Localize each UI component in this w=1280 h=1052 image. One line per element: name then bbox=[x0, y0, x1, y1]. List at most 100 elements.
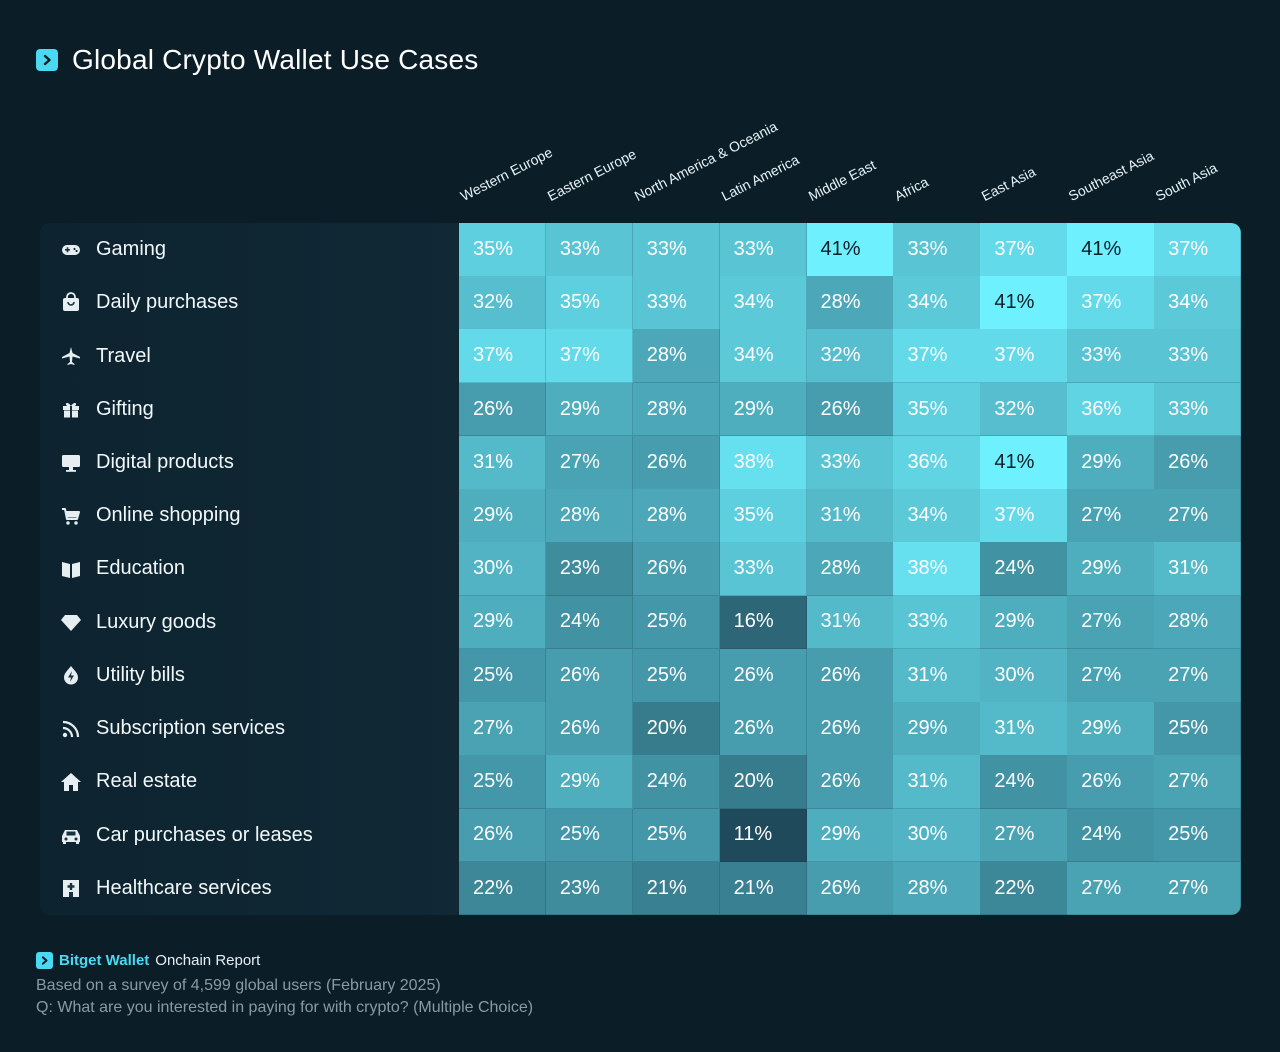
heatmap-cell: 25% bbox=[459, 648, 547, 703]
heatmap-cell: 38% bbox=[893, 542, 981, 597]
car-icon bbox=[60, 824, 82, 846]
heatmap-cell: 30% bbox=[980, 648, 1068, 703]
heatmap-cell: 25% bbox=[1154, 808, 1241, 863]
heatmap-cell: 28% bbox=[806, 276, 894, 330]
book-icon bbox=[60, 558, 82, 580]
heatmap-cell: 27% bbox=[545, 435, 634, 490]
airplane-icon bbox=[60, 345, 82, 367]
heatmap-cell: 26% bbox=[545, 648, 634, 703]
heatmap-cell: 26% bbox=[806, 861, 894, 915]
row-label-text: Car purchases or leases bbox=[96, 823, 313, 846]
heatmap-cell: 28% bbox=[632, 489, 721, 543]
heatmap-cell: 22% bbox=[980, 861, 1068, 915]
heatmap-cell: 30% bbox=[459, 542, 547, 597]
heatmap-cell: 16% bbox=[719, 595, 808, 650]
heatmap-cell: 26% bbox=[719, 702, 808, 756]
row-label: Travel bbox=[40, 329, 151, 382]
heatmap-cell: 20% bbox=[719, 755, 808, 810]
heatmap-cell: 33% bbox=[719, 223, 808, 277]
heatmap-cell: 33% bbox=[632, 276, 721, 330]
row-labels: Gaming Daily purchases Travel Gifting Digita… bbox=[40, 223, 459, 915]
rss-icon bbox=[60, 718, 82, 740]
heatmap-cell: 37% bbox=[980, 489, 1068, 543]
heatmap-cell: 31% bbox=[893, 648, 981, 703]
heatmap-cell: 33% bbox=[806, 435, 894, 490]
column-header: Africa bbox=[892, 173, 932, 204]
heatmap-grid: 35% 33% 33% 33% 41% 33% 37% 41% 37% 32% 35% 33% 34% 2… bbox=[459, 223, 1241, 915]
row-label: Education bbox=[40, 542, 185, 595]
heatmap-cell: 28% bbox=[545, 489, 634, 543]
heatmap-cell: 27% bbox=[459, 702, 547, 756]
row-label: Healthcare services bbox=[40, 862, 272, 915]
survey-question: Q: What are you interested in paying for… bbox=[36, 999, 534, 1016]
heatmap-cell: 21% bbox=[632, 861, 721, 915]
row-label-text: Real estate bbox=[96, 770, 198, 793]
heatmap-cell: 34% bbox=[1154, 276, 1241, 330]
row-label: Gifting bbox=[40, 383, 154, 436]
row-label-text: Healthcare services bbox=[96, 876, 272, 899]
heatmap-cell: 41% bbox=[980, 435, 1068, 490]
heatmap-cell: 31% bbox=[980, 702, 1068, 756]
house-icon bbox=[60, 771, 82, 793]
column-header: Southeast Asia bbox=[1065, 147, 1157, 204]
heatmap-cell: 29% bbox=[459, 595, 547, 650]
heatmap-cell: 25% bbox=[632, 808, 721, 863]
heatmap-cell: 28% bbox=[893, 861, 981, 915]
heatmap-cell: 28% bbox=[632, 382, 721, 437]
column-headers: Western Europe Eastern Europe North Americ… bbox=[458, 100, 1241, 220]
heatmap-cell: 37% bbox=[1154, 223, 1241, 277]
column-header: North America & Oceania bbox=[631, 118, 780, 204]
heatmap-cell: 31% bbox=[893, 755, 981, 810]
column-header: East Asia bbox=[979, 163, 1039, 204]
heatmap-cell: 29% bbox=[459, 489, 547, 543]
heatmap-cell: 33% bbox=[1154, 382, 1241, 437]
heatmap-cell: 27% bbox=[980, 808, 1068, 863]
gamepad-icon bbox=[60, 239, 82, 261]
heatmap-cell: 28% bbox=[1154, 595, 1241, 650]
heatmap-cell: 26% bbox=[545, 702, 634, 756]
heatmap-cell: 29% bbox=[806, 808, 894, 863]
column-header: South Asia bbox=[1152, 159, 1220, 204]
heatmap-cell: 35% bbox=[719, 489, 808, 543]
row-label-text: Gifting bbox=[96, 397, 154, 420]
monitor-icon bbox=[60, 452, 82, 474]
row-label: Utility bills bbox=[40, 649, 185, 702]
gift-icon bbox=[60, 398, 82, 420]
heatmap-cell: 11% bbox=[719, 808, 808, 863]
heatmap-cell: 26% bbox=[632, 542, 721, 597]
heatmap-cell: 26% bbox=[459, 382, 547, 437]
row-label: Daily purchases bbox=[40, 276, 238, 329]
heatmap-cell: 27% bbox=[1154, 489, 1241, 543]
heatmap-cell: 25% bbox=[632, 595, 721, 650]
heatmap-cell: 37% bbox=[459, 329, 547, 384]
heatmap-cell: 26% bbox=[719, 648, 808, 703]
heatmap-cell: 27% bbox=[1154, 861, 1241, 915]
heatmap-cell: 36% bbox=[893, 435, 981, 490]
heatmap-cell: 29% bbox=[893, 702, 981, 756]
heatmap-cell: 29% bbox=[980, 595, 1068, 650]
row-label-text: Digital products bbox=[96, 451, 234, 474]
heatmap-cell: 22% bbox=[459, 861, 547, 915]
heatmap-cell: 30% bbox=[893, 808, 981, 863]
heatmap-cell: 26% bbox=[806, 648, 894, 703]
heatmap-cell: 35% bbox=[459, 223, 547, 277]
heatmap-cell: 27% bbox=[1067, 648, 1155, 703]
heatmap-cell: 27% bbox=[1067, 595, 1155, 650]
heatmap-cell: 29% bbox=[1067, 542, 1155, 597]
heatmap-cell: 33% bbox=[632, 223, 721, 277]
row-label-text: Subscription services bbox=[96, 717, 285, 740]
row-label: Digital products bbox=[40, 436, 234, 489]
heatmap-cell: 24% bbox=[980, 542, 1068, 597]
heatmap-cell: 26% bbox=[806, 702, 894, 756]
brand-report: Onchain Report bbox=[155, 952, 261, 969]
brand-name: Bitget Wallet bbox=[59, 952, 150, 969]
column-header: Latin America bbox=[718, 151, 802, 204]
row-label: Subscription services bbox=[40, 702, 285, 755]
heatmap-cell: 33% bbox=[893, 223, 981, 277]
chart-title: Global Crypto Wallet Use Cases bbox=[72, 44, 479, 75]
row-label-text: Luxury goods bbox=[96, 610, 217, 633]
heatmap-panel: Gaming Daily purchases Travel Gifting Digita… bbox=[40, 223, 1241, 915]
heatmap-cell: 26% bbox=[806, 382, 894, 437]
heatmap-cell: 23% bbox=[545, 861, 634, 915]
row-label: Gaming bbox=[40, 223, 166, 276]
